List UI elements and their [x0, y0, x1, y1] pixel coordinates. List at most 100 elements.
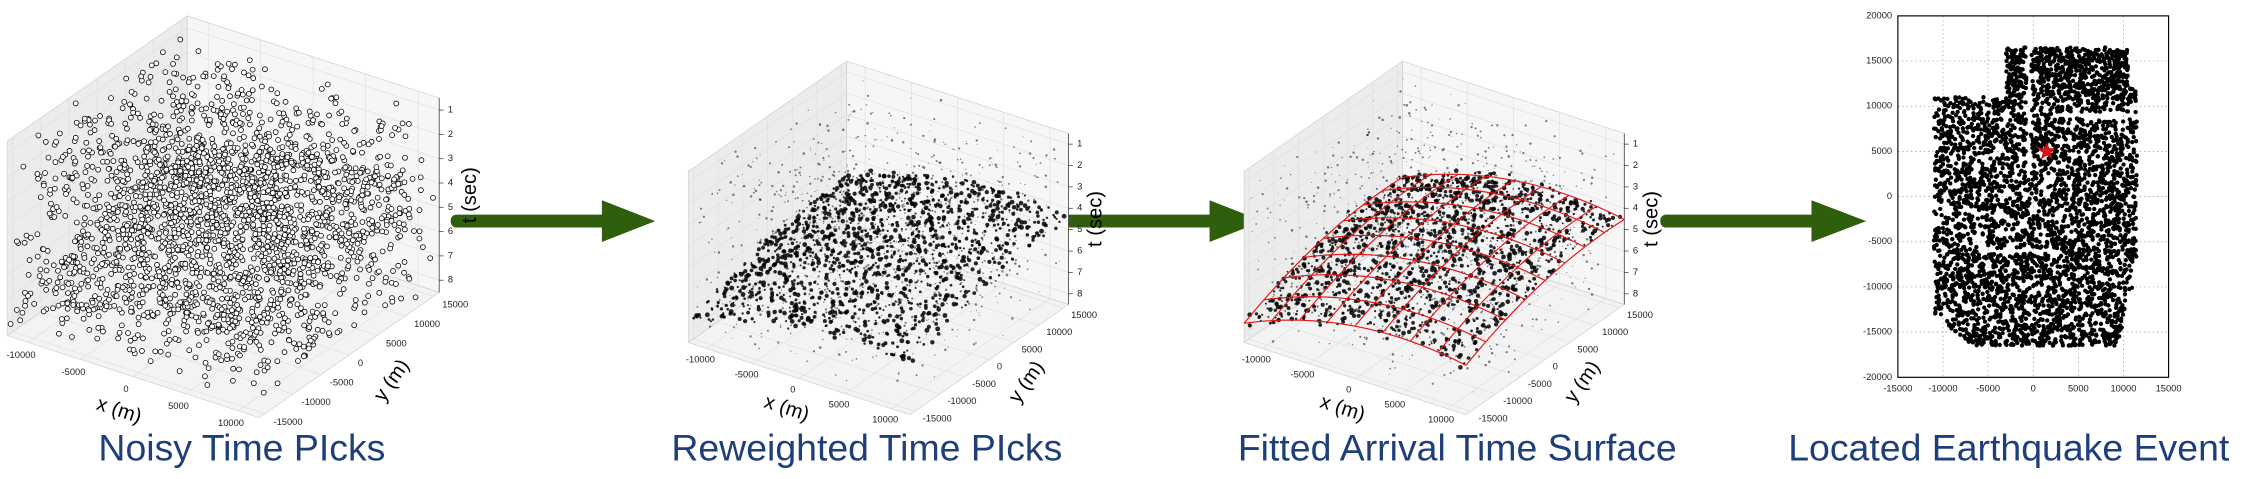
pick-dot [256, 275, 262, 281]
pick-dot [356, 249, 362, 256]
pick-dot [97, 144, 104, 151]
pick-dot [799, 264, 802, 267]
pick-dot [279, 279, 286, 285]
pick-dot [852, 320, 855, 323]
pick-dot [177, 168, 183, 174]
pick-dot [168, 169, 175, 175]
pick-dot [778, 231, 783, 237]
pick-dot [973, 261, 979, 266]
pick-dot [345, 263, 352, 270]
pick-dot [982, 185, 986, 189]
pick-dot [802, 322, 807, 326]
pick-dot [883, 268, 886, 271]
pick-dot [972, 228, 976, 231]
pick-dot [893, 185, 897, 189]
pick-dot [724, 160, 726, 162]
pick-dot [84, 202, 90, 209]
pick-dot [252, 184, 258, 190]
pick-dot [754, 282, 758, 286]
pick-dot [852, 109, 856, 113]
pick-dot [122, 241, 129, 248]
pick-dot [738, 279, 741, 282]
pick-dot [902, 334, 906, 338]
pick-dot [138, 163, 145, 170]
pick-dot [913, 183, 915, 185]
pick-dot [65, 281, 72, 287]
pick-dot [153, 191, 160, 198]
pick-dot [229, 194, 235, 201]
pick-dot [972, 318, 976, 322]
pick-dot [822, 200, 825, 204]
pick-dot [900, 199, 903, 203]
pick-dot [395, 181, 402, 187]
pick-dot [409, 176, 416, 182]
pick-dot [209, 136, 216, 142]
pick-dot [250, 325, 256, 331]
pick-dot [828, 236, 830, 238]
pick-dot [896, 174, 899, 176]
pick-dot [868, 158, 870, 160]
pick-dot [194, 253, 201, 259]
pick-dot [235, 274, 242, 281]
pick-dot [270, 289, 277, 296]
pick-dot [912, 249, 915, 251]
pick-dot [294, 123, 300, 130]
pick-dot [215, 278, 222, 285]
pick-dot [749, 268, 754, 273]
pick-dot [947, 185, 950, 188]
pick-dot [708, 241, 710, 244]
pick-dot [166, 143, 172, 150]
pick-dot [1044, 185, 1048, 189]
pick-dot [1032, 156, 1035, 160]
pick-dot [696, 305, 699, 308]
pick-dot [263, 199, 270, 206]
y-tick-label: 10000 [414, 319, 440, 329]
pick-dot [862, 247, 865, 250]
pick-dot [1045, 216, 1049, 219]
pick-dot [964, 214, 966, 216]
pick-dot [814, 153, 817, 155]
pick-dot [947, 346, 949, 348]
pick-dot [165, 351, 172, 358]
pick-dot [875, 270, 881, 276]
pick-dot [772, 233, 774, 235]
pick-dot [923, 299, 928, 304]
pick-dot [997, 302, 999, 304]
pick-dot [222, 176, 228, 183]
pick-dot [845, 220, 849, 223]
pick-dot [397, 233, 404, 240]
pick-dot [246, 57, 253, 64]
pick-dot [859, 295, 863, 299]
pick-dot [25, 293, 31, 299]
pick-dot [256, 294, 262, 301]
pick-dot [965, 142, 968, 145]
pick-dot [755, 298, 759, 302]
pick-dot [361, 234, 368, 241]
pick-dot [202, 169, 208, 176]
pick-dot [906, 182, 909, 186]
y-tick-label: -15000 [273, 417, 302, 427]
pick-dot [155, 156, 162, 163]
pick-dot [207, 188, 213, 195]
pick-dot [351, 322, 358, 329]
pick-dot [845, 324, 849, 328]
pick-dot [777, 341, 780, 344]
pick-dot [218, 306, 225, 313]
pick-dot [981, 245, 985, 250]
pick-dot [1018, 200, 1024, 206]
grid-line [7, 52, 188, 178]
pick-dot [935, 193, 937, 195]
pick-dot [1052, 213, 1055, 217]
pick-dot [305, 216, 311, 223]
pick-dot [934, 282, 937, 285]
pick-dot [1019, 224, 1025, 230]
pick-dot [180, 243, 187, 250]
pick-dot [837, 179, 842, 184]
pick-dot [333, 273, 340, 279]
pick-dot [324, 243, 330, 250]
pick-dot [185, 125, 191, 132]
arrow-head [1209, 200, 1263, 242]
pick-dot [998, 180, 1001, 183]
pick-dot [917, 177, 919, 180]
pick-dot [898, 192, 901, 195]
